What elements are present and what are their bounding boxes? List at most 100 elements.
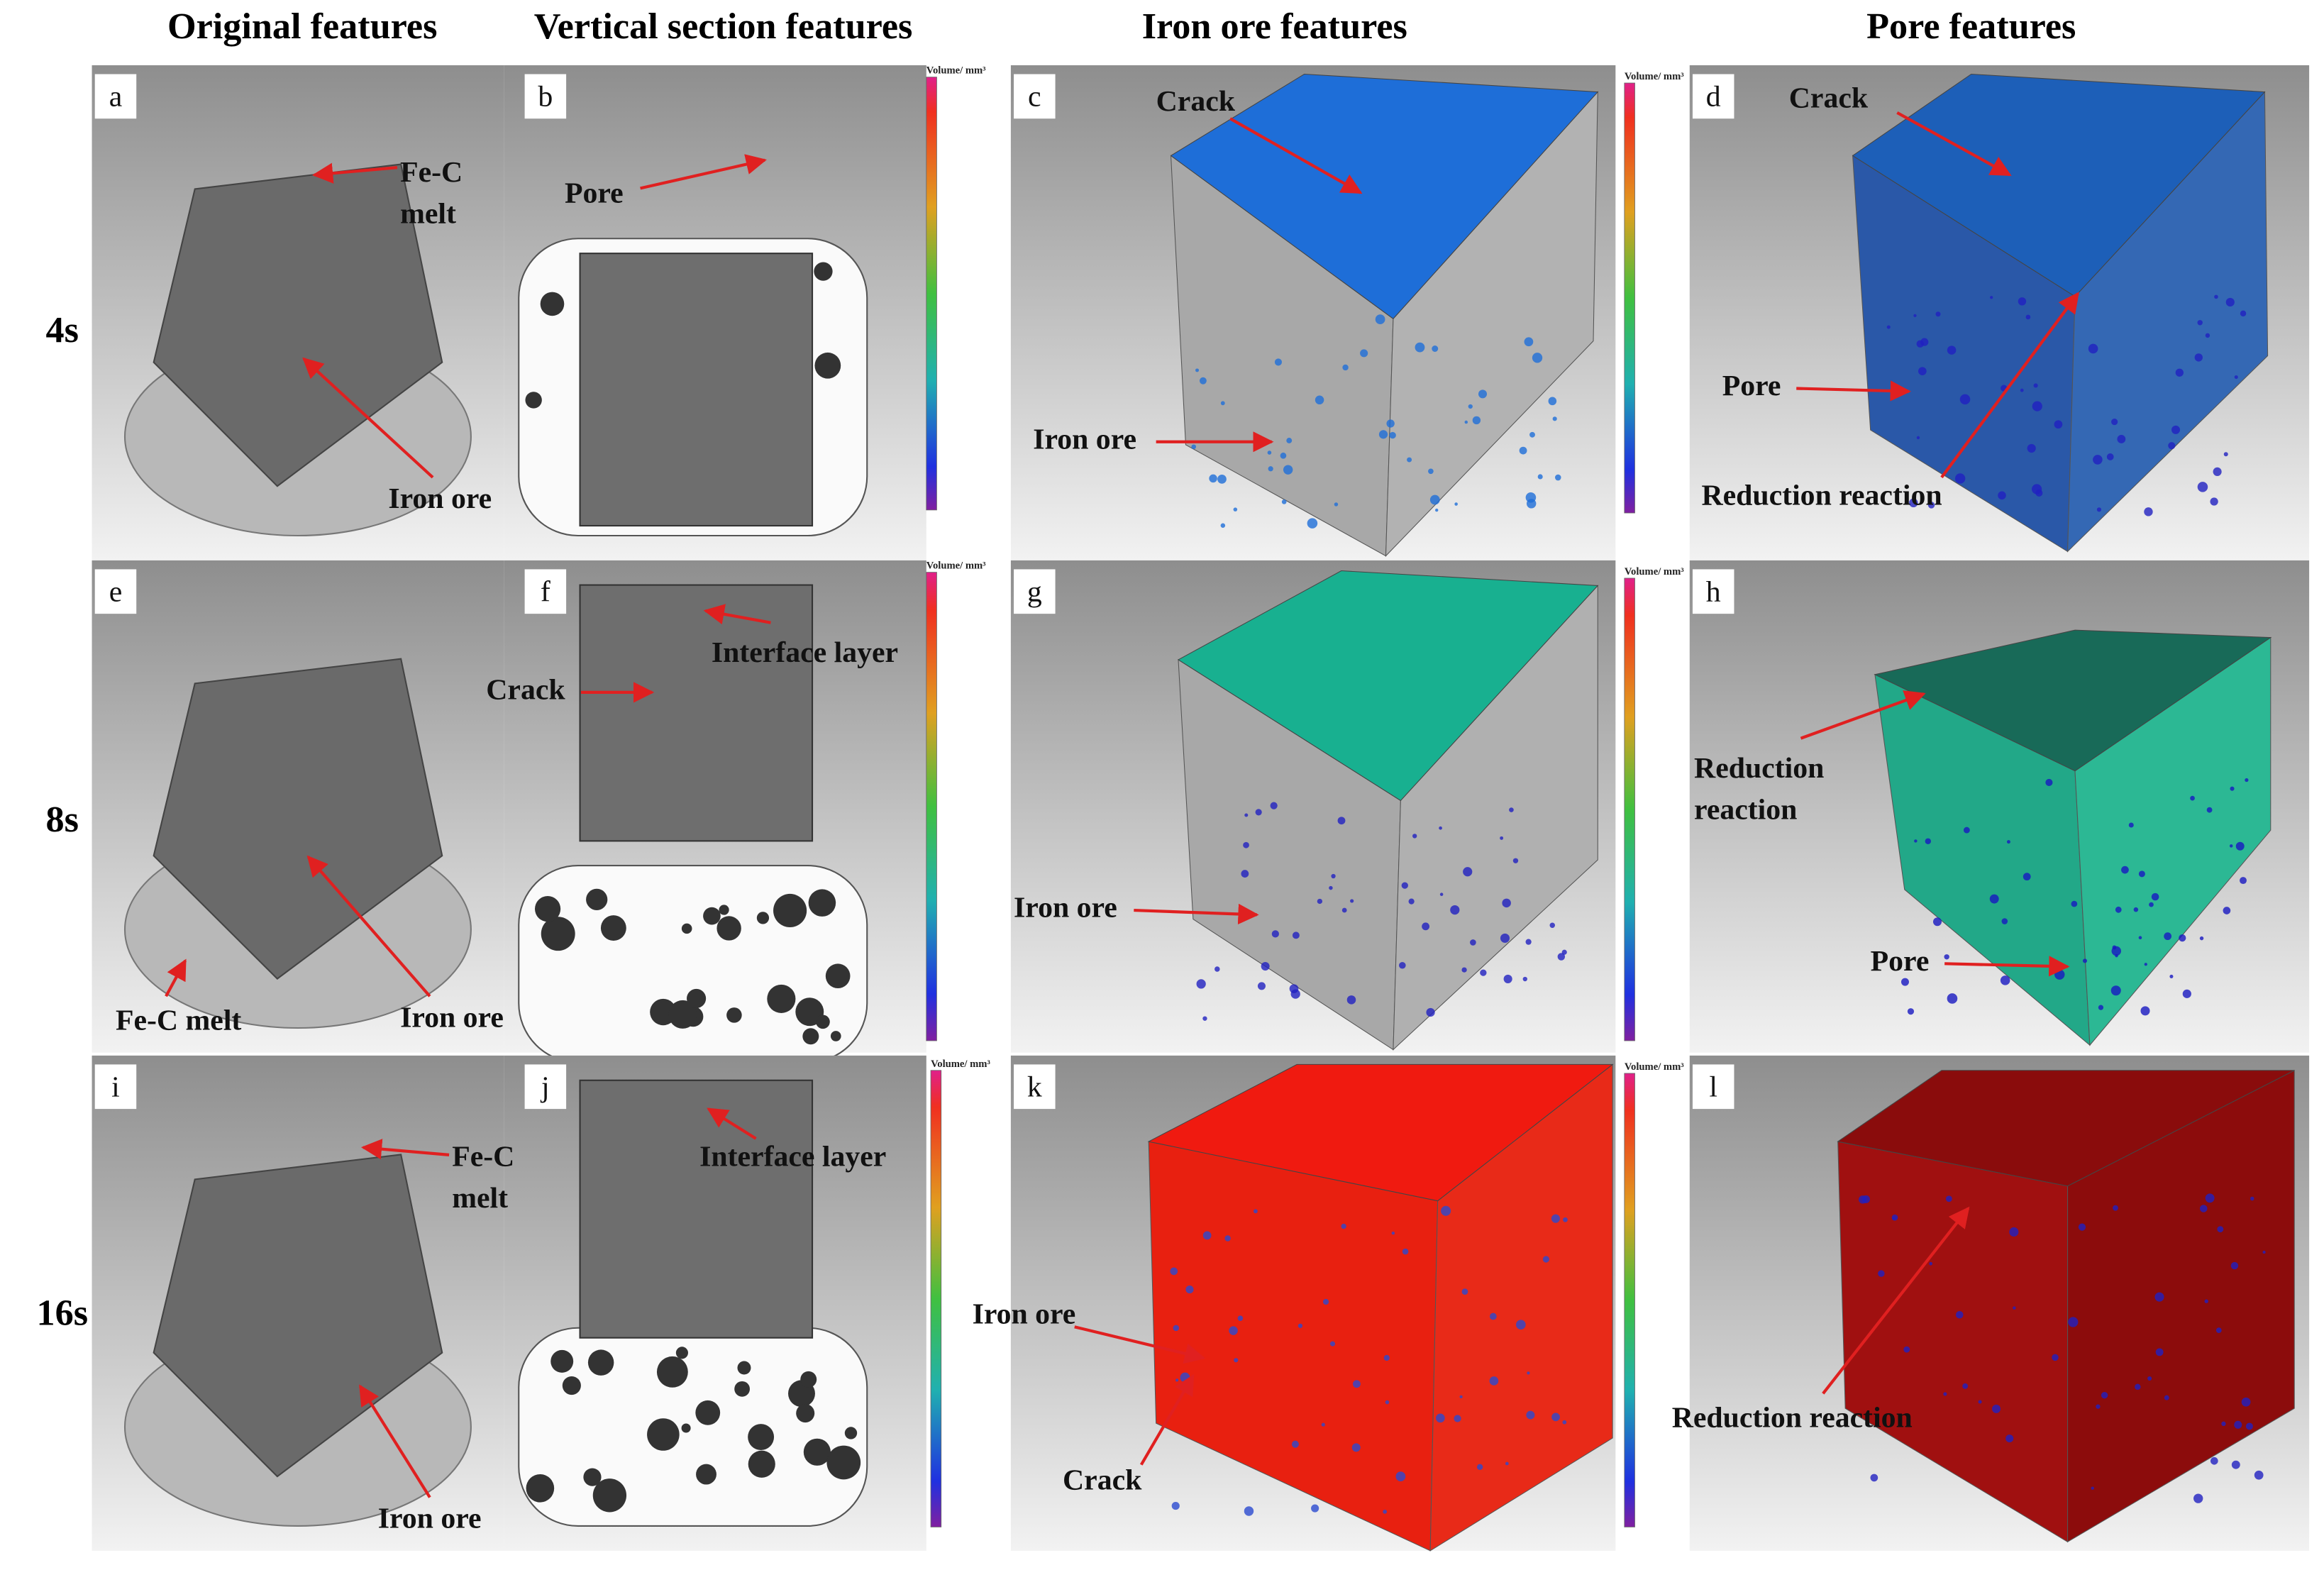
- pore: [814, 352, 841, 379]
- pore-dot: [1244, 813, 1249, 817]
- pore-dot: [1527, 1371, 1530, 1375]
- pore-dot: [1944, 954, 1949, 960]
- pore: [583, 1468, 602, 1486]
- pore-dot: [2230, 786, 2235, 791]
- pore: [808, 889, 836, 917]
- pore-dot: [2204, 1299, 2208, 1303]
- pore-dot: [1322, 1298, 1329, 1305]
- pore-dot: [2144, 507, 2153, 516]
- pore-dot: [2154, 1292, 2164, 1302]
- pore-dot: [1561, 949, 1567, 955]
- panel-letter: h: [1706, 576, 1721, 609]
- pore-dot: [1925, 838, 1932, 844]
- pore-dot: [1909, 498, 1918, 508]
- pore: [826, 1445, 861, 1480]
- pore-dot: [1350, 899, 1354, 903]
- annotation-label: Interface layer: [712, 636, 898, 669]
- pore-dot: [1407, 457, 1412, 463]
- pore-dot: [1237, 1315, 1244, 1321]
- pore-dot: [2112, 945, 2117, 950]
- pore-dot: [2225, 297, 2235, 307]
- pore-dot: [1522, 976, 1527, 982]
- pore-dot: [1315, 395, 1324, 405]
- pore-dot: [2245, 1422, 2253, 1430]
- pore-dot: [1537, 474, 1543, 480]
- pore-dot: [2113, 1205, 2118, 1211]
- pore-dot: [1461, 967, 1467, 973]
- pore-dot: [2240, 877, 2247, 885]
- pore: [550, 1349, 574, 1373]
- pore-dot: [2254, 1470, 2264, 1480]
- pore-dot: [1500, 836, 1504, 840]
- letter-box: [94, 74, 137, 119]
- pore-dot: [1389, 431, 1396, 439]
- pore-dot: [2164, 932, 2172, 941]
- letter-box: [1014, 74, 1056, 119]
- pore-dot: [2033, 383, 2038, 388]
- pore-dot: [1916, 436, 1920, 440]
- pore: [756, 912, 770, 924]
- panel-letter: f: [541, 576, 550, 609]
- pore-dot: [2155, 1348, 2164, 1356]
- pore: [737, 1361, 751, 1375]
- pore-dot: [2229, 844, 2233, 848]
- pore: [541, 917, 575, 951]
- ore-block: [153, 163, 443, 487]
- letter-box: [94, 569, 137, 614]
- pore: [716, 916, 741, 941]
- pore-dot: [2135, 1383, 2141, 1391]
- pore-dot: [2151, 892, 2159, 901]
- pore-dot: [2045, 778, 2053, 787]
- pore: [600, 915, 626, 941]
- pore-dot: [1422, 922, 1430, 931]
- pore-dot: [1861, 1195, 1870, 1204]
- annotation-arrow: [1800, 690, 1926, 740]
- colorbar-title: Volume/ mm³: [1625, 71, 1684, 82]
- cube-top: [1852, 73, 2266, 297]
- pore-dot: [2052, 1354, 2059, 1361]
- pore-dot: [2020, 388, 2024, 392]
- annotation-arrow: [707, 1107, 757, 1140]
- pore-dot: [1519, 446, 1527, 455]
- pore-dot: [1478, 389, 1488, 399]
- cube-top: [1177, 570, 1599, 802]
- pore-dot: [1352, 1380, 1361, 1388]
- letter-box: [1692, 1064, 1734, 1110]
- pore: [668, 1000, 697, 1029]
- pore-dot: [1342, 364, 1349, 371]
- annotation-label: Fe-C: [452, 1141, 514, 1173]
- pore-dot: [1202, 1231, 1212, 1240]
- pore-dot: [2027, 443, 2036, 453]
- pore-dot: [1927, 502, 1935, 509]
- pore-dot: [2025, 314, 2031, 320]
- pore-dot: [1175, 1378, 1179, 1382]
- letter-box: [1692, 74, 1734, 119]
- pore-dot: [1426, 1007, 1435, 1017]
- annotation-arrow: [302, 357, 434, 479]
- pore-dot: [2101, 1391, 2108, 1399]
- pore-dot: [1463, 867, 1473, 877]
- letter-box: [1014, 1064, 1056, 1110]
- labels: Original features Vertical section featur…: [36, 6, 2079, 1535]
- pore-dot: [1191, 444, 1197, 450]
- pore-dot: [1432, 345, 1439, 352]
- pore-dot: [2054, 420, 2063, 429]
- annotation-label: Iron ore: [1033, 423, 1136, 455]
- annotation-arrow: [360, 1139, 450, 1160]
- pore-dot: [2221, 1421, 2226, 1426]
- pore-dot: [1195, 368, 1200, 372]
- pore-dot: [1509, 807, 1514, 812]
- panel-letter: k: [1027, 1071, 1042, 1104]
- colorbar: [1624, 82, 1635, 514]
- pore-dot: [1337, 817, 1346, 825]
- pore-dot: [1329, 885, 1333, 890]
- annotation-arrow: [306, 855, 431, 997]
- pore-dot: [1505, 1461, 1509, 1466]
- pore-dot: [1963, 827, 1970, 834]
- pore-dot: [1412, 834, 1417, 839]
- pore: [825, 963, 851, 989]
- pore-dot: [1552, 416, 1557, 421]
- pore: [656, 1356, 688, 1388]
- annotation-label: Reduction reaction: [1702, 480, 1942, 512]
- pore-dot: [2231, 1460, 2240, 1469]
